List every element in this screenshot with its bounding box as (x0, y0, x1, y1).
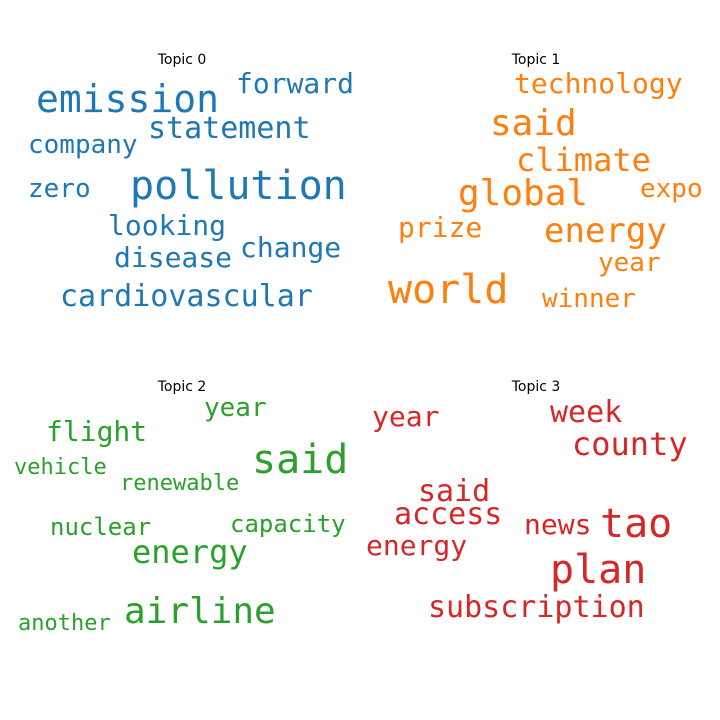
topic-2-word-another: another (18, 611, 111, 636)
topic-0-word-cardiovascular: cardiovascular (60, 279, 313, 314)
topic-0-word-disease: disease (114, 241, 233, 274)
topic-2-word-capacity: capacity (230, 510, 346, 538)
topic-1-word-said: said (490, 103, 577, 144)
topic-2-word-airline: airline (124, 591, 276, 632)
topic-2-title: Topic 2 (157, 379, 207, 395)
topic-3-word-plan: plan (550, 547, 647, 593)
topic-1-word-expo: expo (640, 174, 703, 204)
topic-1-word-prize: prize (398, 211, 483, 244)
topic-2-word-renewable: renewable (120, 471, 240, 496)
topic-3-word-county: county (572, 425, 688, 463)
topic-1-word-technology: technology (514, 67, 683, 100)
topic-3-word-tao: tao (600, 501, 673, 547)
topic-3-word-news: news (524, 508, 592, 541)
topic-0-word-zero: zero (28, 174, 91, 204)
topic-1-word-climate: climate (516, 141, 651, 179)
topic-0-word-pollution: pollution (130, 163, 347, 209)
topic-2-word-vehicle: vehicle (14, 455, 107, 480)
topic-0-title: Topic 0 (157, 52, 207, 68)
topic-0-word-looking: looking (108, 209, 227, 242)
topic-2-word-nuclear: nuclear (50, 513, 152, 541)
topic-3-word-subscription: subscription (428, 590, 645, 625)
topic-2-word-year: year (204, 393, 267, 423)
topic-3-word-said: said (418, 474, 491, 509)
topic-1-word-winner: winner (542, 284, 636, 314)
topic-1-word-world: world (388, 267, 509, 313)
topic-1-panel: Topic 1 world global said energy climate tech… (360, 0, 720, 360)
topic-1-word-global: global (458, 173, 589, 214)
topic-0-word-forward: forward (236, 67, 355, 100)
topic-1-word-energy: energy (544, 211, 667, 251)
topic-1-word-year: year (598, 248, 661, 278)
topic-3-word-week: week (550, 395, 623, 430)
topic-2-word-energy: energy (132, 533, 248, 571)
topic-2-panel: Topic 2 said airline energy flight year capac… (0, 360, 360, 720)
topic-2-word-flight: flight (46, 415, 148, 448)
topic-0-word-change: change (240, 231, 342, 264)
topic-3-panel: Topic 3 plan tao subscription county said acc… (360, 360, 720, 720)
topic-3-word-energy: energy (366, 529, 468, 562)
topic-3-word-access: access (394, 497, 503, 532)
topic-2-word-said: said (252, 437, 349, 483)
topic-0-word-emission: emission (36, 77, 220, 121)
topic-1-title: Topic 1 (511, 52, 561, 68)
topic-0-panel: Topic 0 pollution emission statement cardio… (0, 0, 360, 360)
topic-0-word-statement: statement (148, 111, 311, 146)
topic-3-word-year: year (372, 400, 440, 433)
topic-0-word-company: company (28, 130, 138, 160)
topic-3-title: Topic 3 (511, 379, 561, 395)
